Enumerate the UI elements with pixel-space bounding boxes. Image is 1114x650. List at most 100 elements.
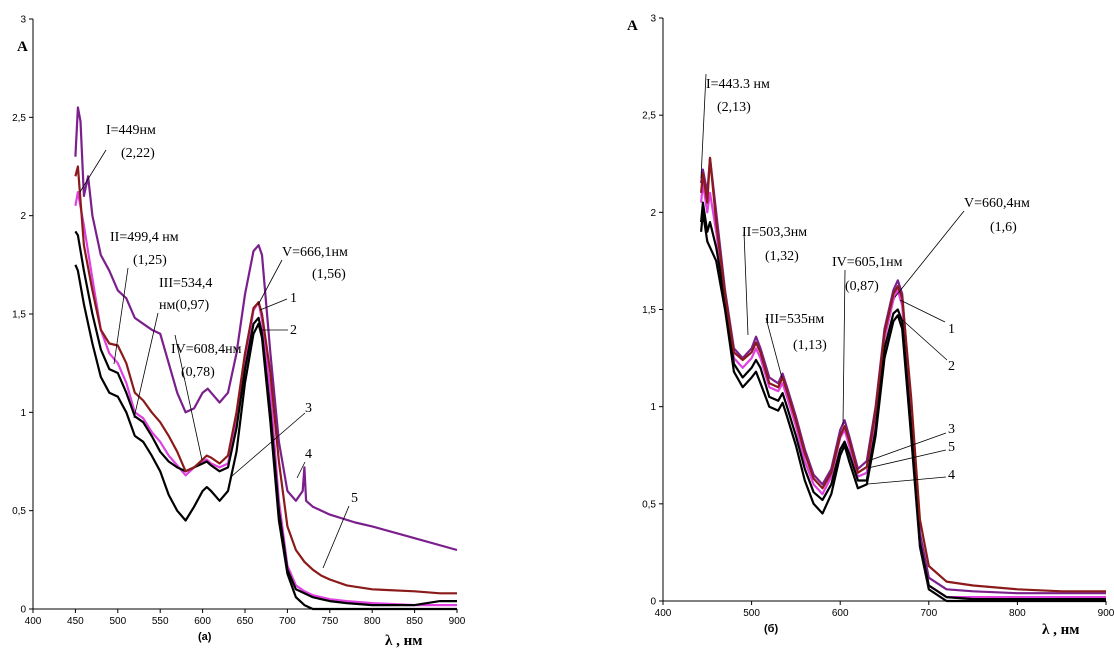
annotation-leader (842, 269, 846, 426)
annotation-leader (113, 267, 129, 365)
annotation-text: II=503,3нм (742, 225, 807, 240)
annotation-text: I=443.3 нм (706, 77, 770, 92)
series-line-5 (74, 165, 457, 595)
x-tick-label: 600 (194, 616, 211, 627)
x-tick-label: 750 (321, 616, 338, 627)
panel-b-series (700, 156, 1106, 603)
curve-label: 4 (948, 468, 955, 483)
curve-label: 2 (948, 359, 955, 374)
panel-b-curve-label-2: 2 (897, 315, 955, 374)
curve-label-leader (899, 299, 946, 323)
panel-b-annotation-IV: IV=605,1нм (0,87) (832, 255, 903, 426)
panel-a-ylabel: A (17, 39, 28, 55)
annotation-text: I=449нм (106, 123, 156, 138)
curve-label-leader (867, 432, 947, 462)
curve-label-leader (867, 449, 947, 469)
x-tick-label: 400 (655, 608, 672, 619)
x-tick-label: 500 (743, 608, 760, 619)
annotation-text: (1,6) (990, 220, 1017, 235)
annotation-text: IV=608,4нм (171, 342, 242, 357)
series-line-3 (700, 182, 1106, 599)
y-tick-label: 1,5 (642, 305, 656, 316)
curve-label-leader (231, 412, 306, 477)
annotation-text: (0,78) (181, 365, 215, 380)
y-tick-label: 1,5 (12, 310, 26, 321)
curve-label-leader (867, 476, 947, 485)
series-line-4 (74, 106, 458, 552)
curve-label: 1 (290, 291, 297, 306)
y-tick-label: 3 (20, 15, 26, 26)
panel-a-annotation-I: I=449нм (2,22) (79, 123, 156, 193)
y-tick-label: 1 (650, 402, 656, 413)
annotation-text: III=535нм (765, 312, 824, 327)
panel-b-annotation-III: III=535нм (1,13) (765, 312, 827, 379)
curve-label: 2 (290, 323, 297, 338)
panel-b-curve-label-3: 3 (867, 422, 955, 462)
annotation-leader (79, 149, 107, 193)
annotation-leader (133, 312, 159, 419)
panel-a-curve-label-3: 3 (231, 401, 312, 477)
y-tick-label: 2,5 (642, 111, 656, 122)
curve-label: 1 (948, 322, 955, 337)
y-tick-label: 0 (20, 605, 26, 616)
x-tick-label: 800 (364, 616, 381, 627)
panel-a-curve-label-4: 4 (296, 447, 312, 479)
panel-b-annotation-I: I=443.3 нм (2,13) (700, 73, 770, 179)
panel-b-annotation-II: II=503,3нм (1,32) (742, 225, 807, 336)
panel-b-curve-label-5: 5 (867, 440, 955, 469)
annotation-text: III=534,4 (159, 276, 212, 291)
annotation-leader (765, 317, 783, 379)
panel-b-annotation-V: V=660,4нм (1,6) (894, 196, 1030, 298)
curve-label-leader (259, 298, 288, 311)
annotation-text: (2,22) (121, 146, 155, 161)
panel-b-label: (б) (764, 623, 778, 635)
panel-b: 400 500 600 700 800 900 0 0,5 1 1,5 2 2,5 3 A (б) λ … (627, 14, 1114, 639)
panel-a-annotation-II: II=499,4 нм (1,25) (110, 230, 179, 365)
series-line-3 (74, 230, 457, 607)
annotation-leader (743, 231, 749, 336)
panel-a-annotation-V: V=666,1нм (1,56) (257, 245, 348, 306)
panel-a-label: (а) (198, 631, 212, 643)
x-tick-label: 900 (449, 616, 466, 627)
y-tick-label: 2,5 (12, 113, 26, 124)
curve-label: 5 (948, 440, 955, 455)
annotation-text: (1,56) (312, 267, 346, 282)
x-tick-label: 700 (279, 616, 296, 627)
series-line-5 (700, 156, 1106, 593)
y-tick-label: 0 (650, 597, 656, 608)
x-tick-label: 400 (25, 616, 42, 627)
y-tick-label: 2 (20, 211, 26, 222)
x-tick-label: 800 (1009, 608, 1026, 619)
y-tick-label: 0,5 (12, 506, 26, 517)
x-tick-label: 500 (109, 616, 126, 627)
curve-label-leader (322, 505, 350, 569)
annotation-leader (700, 73, 707, 179)
panel-a-ticks: 400 450 500 550 600 650 700 750 800 850 900 0 0,5 1 1,… (12, 15, 466, 628)
annotation-text: (1,32) (765, 249, 799, 264)
annotation-text: II=499,4 нм (110, 230, 179, 245)
panel-a-series (74, 106, 458, 611)
panel-b-curve-label-4: 4 (867, 468, 955, 485)
curve-label-leader (296, 461, 306, 479)
x-tick-label: 850 (406, 616, 423, 627)
series-line-4 (700, 201, 1106, 601)
annotation-text: (1,13) (793, 338, 827, 353)
curve-label: 3 (948, 422, 955, 437)
panel-b-ylabel: A (627, 18, 638, 34)
series-line-1 (74, 191, 457, 607)
panel-a-curve-label-1: 1 (259, 291, 297, 311)
x-tick-label: 700 (920, 608, 937, 619)
annotation-leader (257, 259, 283, 306)
annotation-text: (1,25) (133, 253, 167, 268)
panel-a: 400 450 500 550 600 650 700 750 800 850 900 0 0,5 1 1,… (12, 15, 466, 650)
x-tick-label: 900 (1098, 608, 1114, 619)
annotation-text: V=660,4нм (964, 196, 1030, 211)
y-tick-label: 2 (650, 208, 656, 219)
annotation-text: нм(0,97) (159, 298, 210, 313)
panel-b-xlabel: λ , нм (1042, 622, 1079, 638)
annotation-text: IV=605,1нм (832, 255, 903, 270)
panel-b-ticks: 400 500 600 700 800 900 0 0,5 1 1,5 2 2,5 3 (642, 14, 1114, 620)
annotation-text: (0,87) (845, 279, 879, 294)
y-tick-label: 3 (650, 14, 656, 25)
